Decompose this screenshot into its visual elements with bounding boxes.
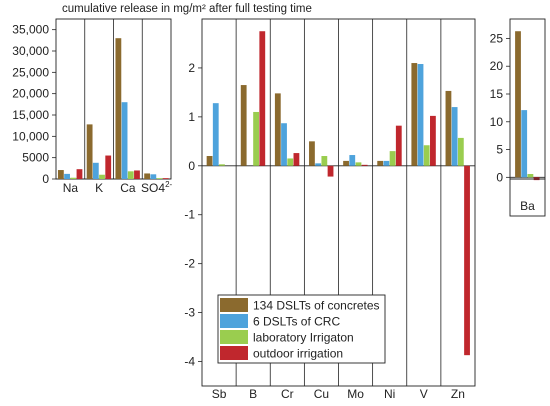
y-tick-label: 2 [188, 61, 195, 75]
y-tick-label: 5 [496, 143, 503, 157]
x-tick-label: K [95, 181, 103, 195]
bar-zn-s1 [445, 90, 452, 166]
bar-so4-s2 [150, 174, 157, 179]
bar-k-s4 [105, 155, 112, 179]
x-tick-label: SO42- [141, 180, 172, 195]
bar-zn-s3 [457, 137, 464, 166]
bar-na-s3 [70, 177, 77, 179]
bar-so4-s4 [162, 178, 169, 179]
y-tick-label: 10,000 [12, 129, 49, 143]
x-tick-label: Sb [212, 387, 227, 401]
bar-v-s1 [411, 63, 418, 166]
bar-cr-s3 [287, 158, 294, 166]
legend-swatch [220, 346, 248, 360]
bar-v-s2 [417, 64, 424, 166]
y-tick-label: 1 [188, 110, 195, 124]
bar-ca-s1 [115, 38, 122, 180]
x-tick-label: Cu [314, 387, 329, 401]
y-tick-label: 35,000 [12, 23, 49, 37]
bar-sb-s1 [206, 156, 213, 166]
bar-zn-s2 [451, 107, 458, 166]
x-tick-label: Na [63, 181, 79, 195]
bar-mo-s1 [343, 160, 349, 166]
bar-cu-s1 [309, 141, 315, 166]
bar-b-s4 [259, 31, 266, 166]
x-tick-label: Zn [451, 387, 465, 401]
bar-mo-s2 [349, 155, 356, 166]
bar-mo-s3 [355, 162, 362, 166]
x-tick-label: B [249, 387, 257, 401]
bar-v-s3 [423, 145, 430, 166]
bar-k-s2 [92, 162, 99, 179]
bar-mo-s4 [361, 164, 368, 166]
bar-k-s3 [99, 174, 105, 179]
bar-na-s4 [76, 169, 83, 179]
bar-b-s3 [253, 111, 259, 166]
chart-title: cumulative release in mg/m² after full t… [62, 3, 312, 15]
y-tick-label: -4 [184, 355, 195, 369]
label-box [509, 178, 546, 217]
bar-ni-s3 [389, 151, 396, 166]
y-tick-label: 10 [490, 115, 504, 129]
bar-na-s1 [57, 170, 64, 179]
panel-3: 0 5 10 15 20 25 Ba [490, 18, 546, 217]
x-tick-label: Mo [347, 387, 364, 401]
bar-na-s2 [64, 173, 70, 179]
legend-swatch [220, 298, 248, 312]
y-tick-label: 20,000 [12, 87, 49, 101]
y-tick-label: -3 [184, 306, 195, 320]
y-tick-label: 5000 [22, 151, 49, 165]
y-tick-label: -1 [184, 208, 195, 222]
y-tick-label: 0 [188, 159, 195, 173]
bar-v-s4 [430, 115, 436, 166]
x-tick-label: Ni [384, 387, 395, 401]
bar-so4-s3 [156, 178, 163, 179]
bar-k-s1 [86, 124, 93, 179]
y-tick-label: 20 [490, 59, 504, 73]
bar-ni-s2 [383, 160, 390, 166]
bar-ca-s2 [121, 102, 128, 179]
y-tick-label: 25,000 [12, 65, 49, 79]
bar-zn-s4 [464, 165, 470, 356]
y-tick-label: 0 [496, 170, 503, 184]
panel-1: 0 5000 10,000 15,000 20,000 25,000 30,000 35,00… [12, 18, 173, 195]
y-tick-label: 15,000 [12, 108, 49, 122]
legend-swatch [220, 314, 248, 328]
bar-ba-s3 [527, 174, 534, 178]
bar-ba-s2 [521, 110, 528, 178]
y-tick-label: -2 [184, 257, 195, 271]
legend-swatch [220, 330, 248, 344]
bar-ca-s3 [127, 171, 134, 179]
x-tick-label: Ca [120, 181, 136, 195]
panel-2: -4 -3 -2 -1 0 1 2 Sb B Cr Cu Mo Ni V Zn 134 DSLTs of co… [184, 18, 476, 401]
y-tick-label: 30,000 [12, 44, 49, 58]
bar-ni-s4 [395, 125, 402, 166]
y-tick-label: 25 [490, 31, 504, 45]
legend: 134 DSLTs of concretes 6 DSLTs of CRC labo… [217, 294, 386, 364]
legend-label: laboratory Irrigaton [253, 331, 354, 345]
legend-label: 134 DSLTs of concretes [253, 299, 380, 313]
bar-cu-s3 [321, 156, 328, 166]
bar-ca-s4 [134, 170, 140, 179]
bar-cr-s2 [281, 123, 287, 166]
legend-label: outdoor irrigation [253, 347, 343, 361]
bar-sb-s3 [219, 164, 225, 166]
bar-cu-s2 [315, 163, 322, 166]
x-tick-label: Cr [281, 387, 294, 401]
bar-ni-s1 [377, 160, 384, 166]
bar-b-s1 [240, 85, 247, 166]
y-tick-label: 0 [42, 172, 49, 186]
legend-label: 6 DSLTs of CRC [253, 315, 340, 329]
x-tick-label: Ba [520, 199, 535, 213]
bar-sb-s2 [212, 103, 219, 166]
bar-cr-s4 [293, 153, 300, 166]
bar-cr-s1 [274, 93, 281, 166]
bar-cu-s4 [327, 165, 334, 177]
y-tick-label: 15 [490, 87, 504, 101]
bar-ba-s1 [515, 31, 521, 178]
bar-so4-s1 [144, 173, 151, 179]
x-tick-label: V [420, 387, 428, 401]
